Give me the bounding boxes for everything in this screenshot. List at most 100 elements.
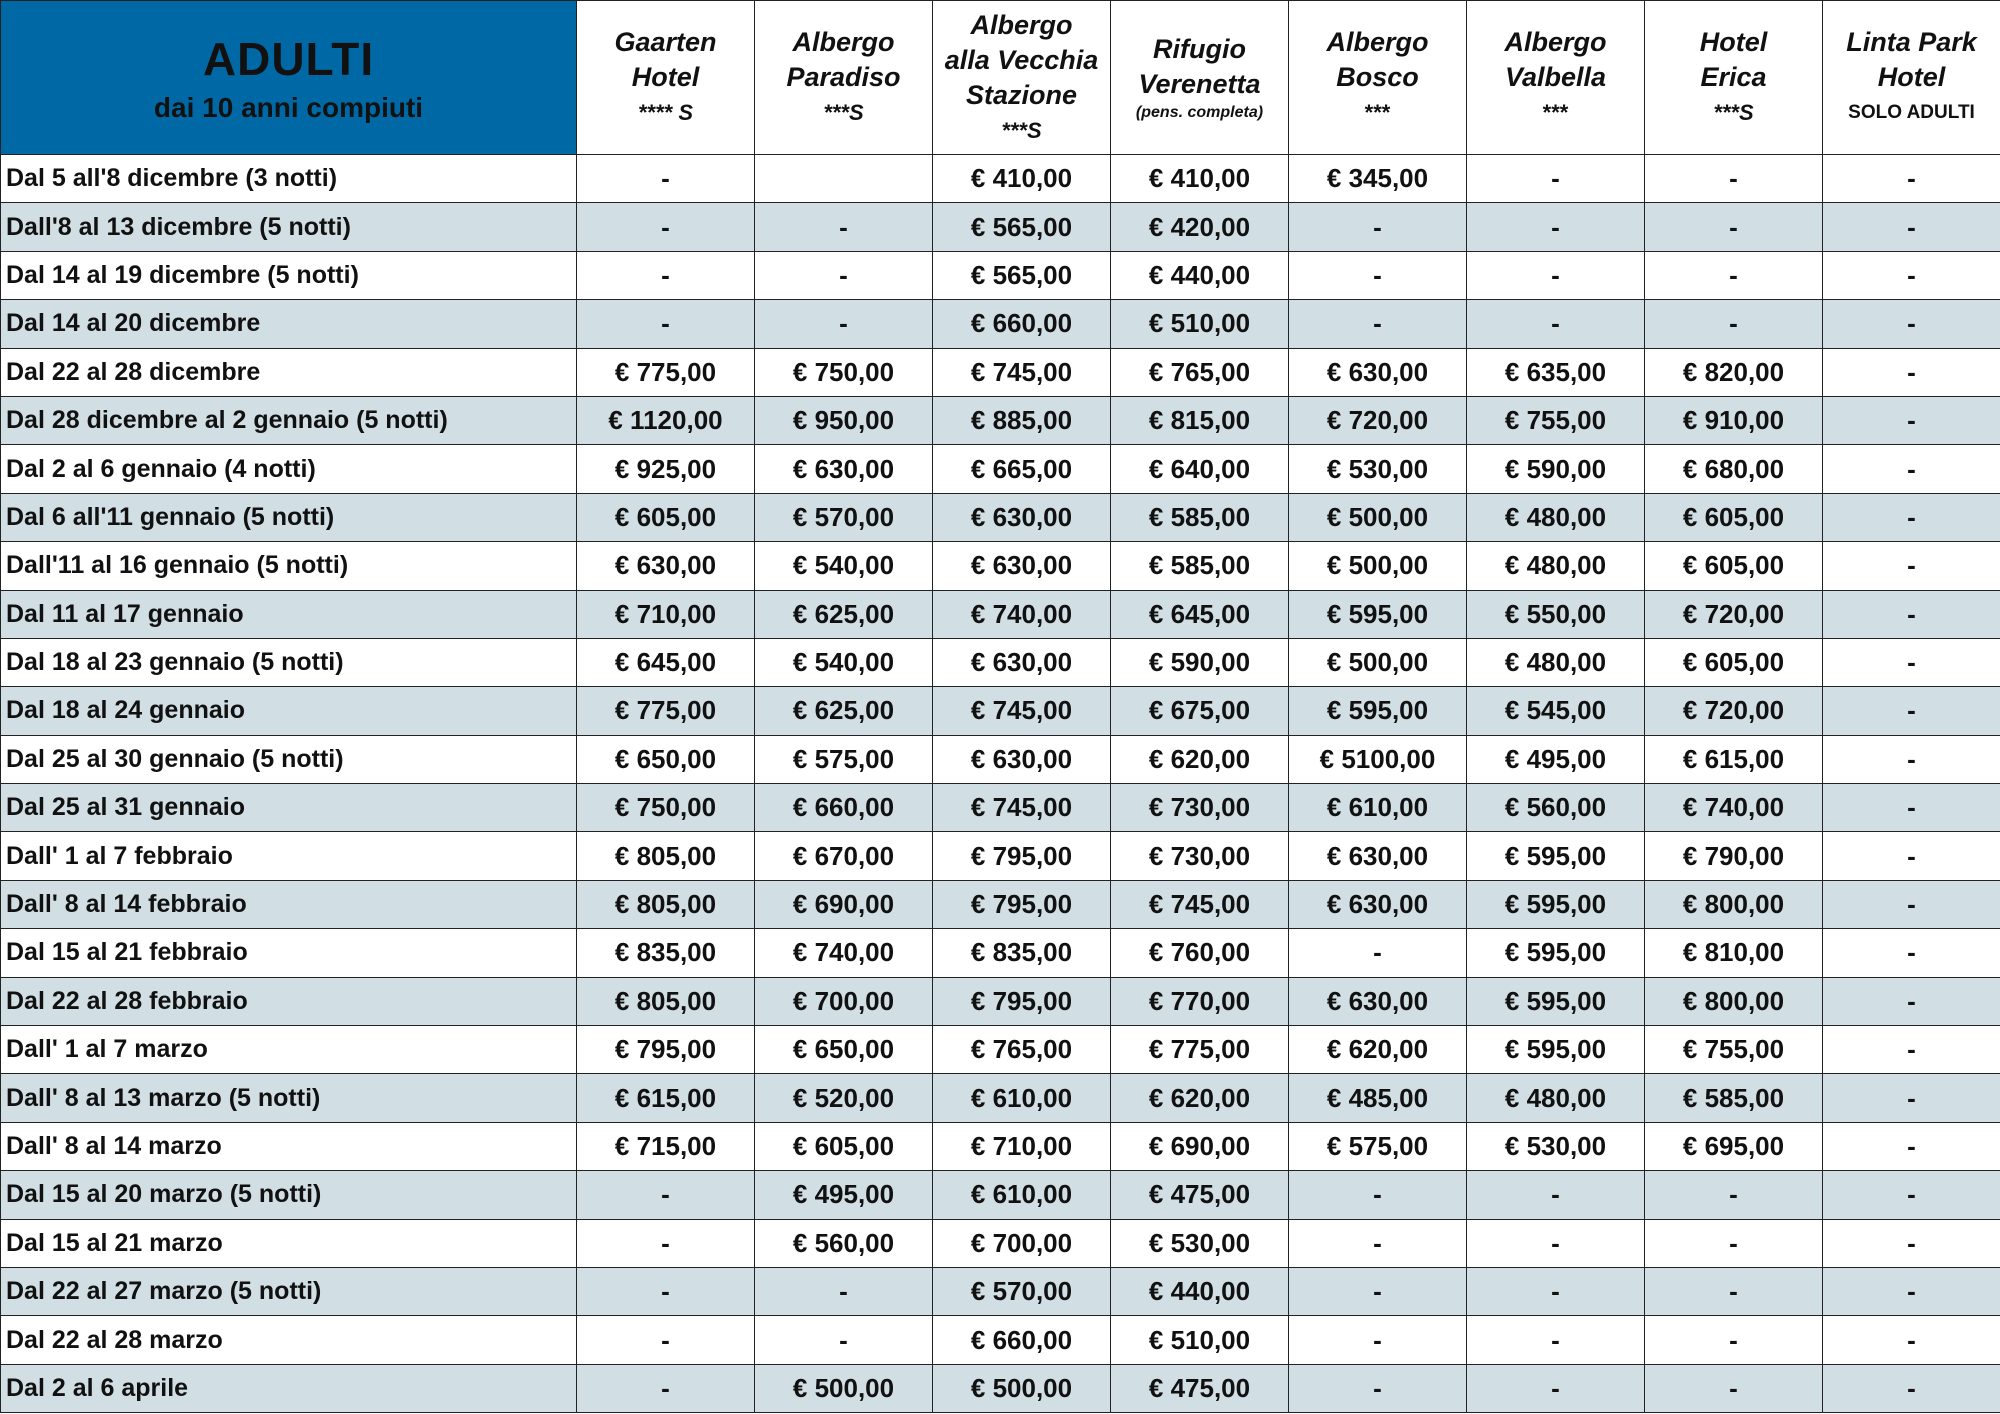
price-cell: € 795,00 [932,831,1111,881]
price-cell: € 795,00 [576,1025,755,1075]
price-cell: € 345,00 [1288,153,1467,204]
price-cell: - [576,153,755,204]
hotel-name-line: Hotel [1877,62,1946,92]
period-cell: Dal 18 al 24 gennaio [0,686,577,736]
hotel-name-line: Hotel [1699,27,1768,57]
price-cell: € 545,00 [1466,686,1645,736]
table-row: Dal 2 al 6 gennaio (4 notti) € 925,00 € 63… [0,444,2000,494]
price-cell: € 500,00 [932,1363,1111,1414]
price-cell: - [1822,1073,2000,1123]
period-cell: Dal 22 al 28 marzo [0,1315,577,1365]
table-row: Dal 2 al 6 aprile - € 500,00 € 500,00 € 475,… [0,1363,2000,1414]
period-cell: Dall' 1 al 7 febbraio [0,831,577,881]
price-cell: - [1822,1315,2000,1365]
price-cell: € 650,00 [576,734,755,785]
table-row: Dal 11 al 17 gennaio € 710,00 € 625,00 € 74… [0,589,2000,639]
price-cell: € 680,00 [1644,444,1823,494]
price-cell: - [576,1218,755,1268]
table-row: Dall' 8 al 14 febbraio € 805,00 € 690,00 € … [0,879,2000,930]
price-cell: € 630,00 [932,637,1111,688]
price-cell: € 605,00 [754,1121,933,1172]
price-cell: € 575,00 [754,734,933,785]
price-cell: € 630,00 [1288,347,1467,397]
price-cell: - [1288,1218,1467,1268]
price-cell: € 530,00 [1288,444,1467,494]
price-cell: € 620,00 [1110,734,1289,785]
price-cell: - [576,250,755,301]
price-cell: - [1466,1363,1645,1414]
price-cell: - [1644,299,1823,349]
price-cell: € 775,00 [1110,1025,1289,1075]
table-row: Dal 28 dicembre al 2 gennaio (5 notti) € … [0,395,2000,446]
hotel-name-line: Rifugio [1153,33,1246,64]
hotel-header: Gaarten Hotel **** S [576,0,755,155]
price-cell: € 745,00 [932,783,1111,833]
price-cell: € 595,00 [1466,831,1645,881]
price-cell: € 605,00 [1644,492,1823,543]
price-cell: € 615,00 [576,1073,755,1123]
price-cell: € 755,00 [1466,395,1645,446]
price-cell: - [1822,1025,2000,1075]
price-cell: - [1822,250,2000,301]
price-cell: € 660,00 [754,783,933,833]
price-cell: € 690,00 [754,879,933,930]
price-cell: € 800,00 [1644,879,1823,930]
table-row: Dall'11 al 16 gennaio (5 notti) € 630,00 €… [0,541,2000,591]
price-cell: € 805,00 [576,976,755,1027]
price-cell: € 675,00 [1110,686,1289,736]
price-cell: € 595,00 [1288,686,1467,736]
price-cell: € 775,00 [576,686,755,736]
price-cell: € 495,00 [1466,734,1645,785]
period-cell: Dal 15 al 21 febbraio [0,928,577,978]
price-cell: € 630,00 [754,444,933,494]
period-cell: Dal 15 al 20 marzo (5 notti) [0,1170,577,1220]
price-cell: € 510,00 [1110,299,1289,349]
price-cell: - [1466,250,1645,301]
price-cell: € 520,00 [754,1073,933,1123]
price-cell: € 595,00 [1466,928,1645,978]
price-cell: € 550,00 [1466,589,1645,639]
price-cell: € 605,00 [576,492,755,543]
price-cell: - [1822,541,2000,591]
price-cell: € 480,00 [1466,637,1645,688]
price-cell: € 605,00 [1644,637,1823,688]
price-cell: € 755,00 [1644,1025,1823,1075]
table-row: Dal 18 al 23 gennaio (5 notti) € 645,00 € … [0,637,2000,688]
price-cell: € 410,00 [932,153,1111,204]
price-cell: - [1466,202,1645,252]
price-cell: € 630,00 [932,541,1111,591]
price-cell: € 500,00 [754,1363,933,1414]
table-row: Dal 14 al 19 dicembre (5 notti) - - € 565,0… [0,250,2000,301]
price-cell: € 925,00 [576,444,755,494]
price-cell: - [576,299,755,349]
price-cell: € 750,00 [576,783,755,833]
price-cell: € 530,00 [1466,1121,1645,1172]
price-cell: € 720,00 [1288,395,1467,446]
hotel-name-line: alla Vecchia [944,44,1099,75]
period-cell: Dal 15 al 21 marzo [0,1218,577,1268]
price-cell: € 885,00 [932,395,1111,446]
price-cell: - [1466,299,1645,349]
period-cell: Dal 5 all'8 dicembre (3 notti) [0,153,577,204]
price-cell: € 700,00 [754,976,933,1027]
hotel-name-line: Erica [1700,62,1767,92]
price-cell: € 590,00 [1466,444,1645,494]
price-cell: € 800,00 [1644,976,1823,1027]
price-cell: € 540,00 [754,541,933,591]
hotel-header: Albergo Paradiso ***S [754,0,933,155]
price-cell: € 485,00 [1288,1073,1467,1123]
price-cell: € 630,00 [932,734,1111,785]
hotel-name-line: Linta Park [1846,27,1977,57]
price-cell: € 585,00 [1110,492,1289,543]
table-title-cell: ADULTI dai 10 anni compiuti [0,0,577,155]
price-cell: - [1822,637,2000,688]
table-row: Dal 25 al 30 gennaio (5 notti) € 650,00 € … [0,734,2000,785]
period-cell: Dal 18 al 23 gennaio (5 notti) [0,637,577,688]
header-row: ADULTI dai 10 anni compiuti Gaarten Hotel… [0,0,2000,155]
price-cell: € 745,00 [932,347,1111,397]
price-cell: € 585,00 [1644,1073,1823,1123]
hotel-name-line: Stazione [965,79,1078,110]
price-cell: € 715,00 [576,1121,755,1172]
price-cell: € 660,00 [932,1315,1111,1365]
price-cell: € 630,00 [1288,831,1467,881]
